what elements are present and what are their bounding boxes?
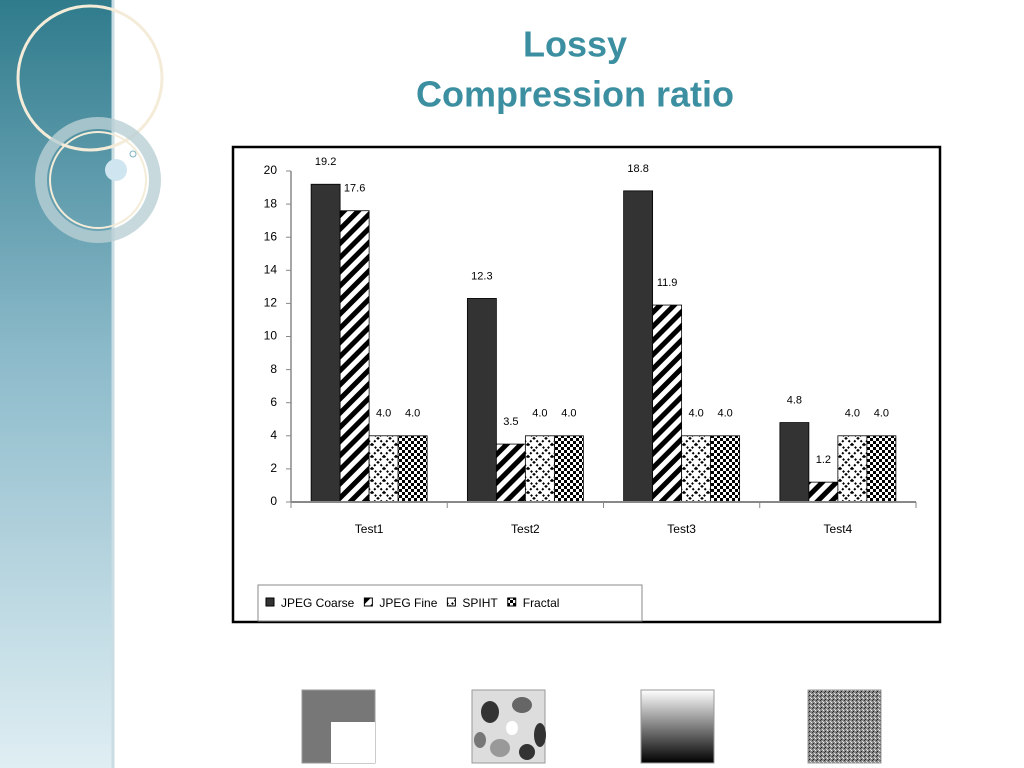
side-panel — [0, 0, 113, 768]
x-tick-label: Test4 — [824, 522, 853, 536]
legend-swatch — [446, 597, 456, 607]
thumb — [807, 689, 882, 764]
value-label: 4.0 — [874, 408, 889, 420]
y-tick-label: 16 — [264, 229, 278, 243]
legend-swatch — [507, 597, 517, 607]
legend-swatch — [265, 597, 275, 607]
thumb — [640, 689, 715, 764]
y-tick-label: 14 — [264, 262, 278, 276]
bar — [866, 435, 897, 503]
y-tick-label: 20 — [264, 163, 278, 177]
bar — [368, 435, 399, 503]
value-label: 4.0 — [717, 408, 732, 420]
bar — [310, 183, 341, 503]
bar — [808, 481, 839, 503]
y-tick-label: 6 — [270, 395, 277, 409]
legend-swatch — [363, 597, 373, 607]
value-label: 4.0 — [376, 408, 391, 420]
y-tick-label: 10 — [264, 329, 278, 343]
value-label: 12.3 — [471, 270, 492, 282]
bar — [681, 435, 712, 503]
legend-label: Fractal — [523, 596, 560, 610]
value-label: 1.2 — [816, 454, 831, 466]
legend-label: JPEG Coarse — [281, 596, 355, 610]
value-label: 18.8 — [627, 163, 648, 175]
y-tick-label: 2 — [270, 461, 277, 475]
bar — [623, 190, 654, 503]
value-label: 4.0 — [688, 408, 703, 420]
bar — [553, 435, 584, 503]
x-tick-label: Test1 — [355, 522, 384, 536]
title-line: Lossy — [523, 24, 627, 65]
value-label: 3.5 — [503, 416, 518, 428]
deco-ring — [16, 4, 164, 152]
y-tick-label: 12 — [264, 296, 278, 310]
bar — [466, 298, 497, 503]
deco-dot — [105, 159, 127, 181]
bar — [837, 435, 868, 503]
y-tick-label: 0 — [270, 494, 277, 508]
y-tick-label: 18 — [264, 196, 278, 210]
thumbnails — [301, 689, 882, 764]
x-tick-label: Test2 — [511, 522, 540, 536]
value-label: 4.0 — [532, 408, 547, 420]
bar — [339, 210, 370, 503]
value-label: 4.0 — [561, 408, 576, 420]
value-label: 4.0 — [845, 408, 860, 420]
x-tick-label: Test3 — [667, 522, 696, 536]
y-tick-label: 8 — [270, 362, 277, 376]
value-label: 17.6 — [344, 183, 365, 195]
title-line: Compression ratio — [416, 74, 734, 115]
value-label: 11.9 — [657, 277, 678, 289]
value-label: 4.0 — [405, 408, 420, 420]
legend-label: JPEG Fine — [379, 596, 437, 610]
deco-dot — [129, 150, 137, 158]
bar — [652, 304, 683, 503]
value-label: 19.2 — [315, 156, 336, 168]
thumb-part — [331, 722, 375, 763]
bar — [397, 435, 428, 503]
bar — [779, 422, 810, 503]
value-label: 4.8 — [787, 394, 802, 406]
thumb-blobs — [474, 697, 546, 760]
deco-ring — [49, 131, 147, 229]
legend-label: SPIHT — [462, 596, 498, 610]
y-tick-label: 4 — [270, 428, 277, 442]
bar — [495, 443, 526, 503]
deco-ring — [35, 117, 161, 243]
bar — [524, 435, 555, 503]
bar — [710, 435, 741, 503]
